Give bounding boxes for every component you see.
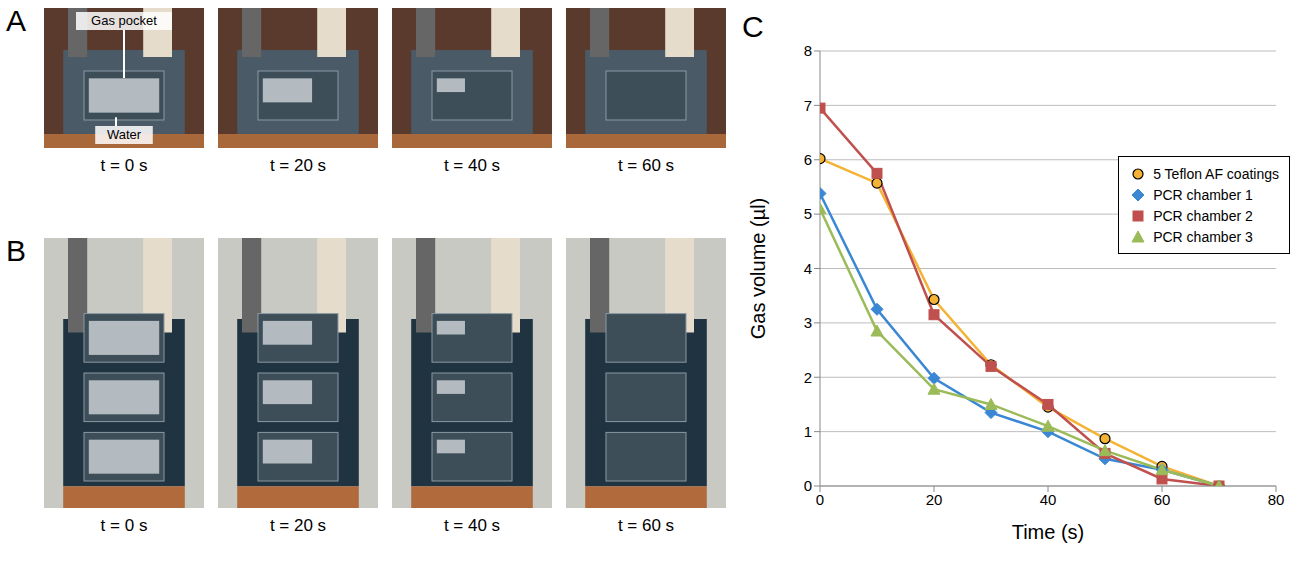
html-text:t = 40 s: t = 40 s <box>443 156 501 175</box>
html-text:5 Teflon AF coatings: 5 Teflon AF coatings <box>1153 165 1279 182</box>
html-text:t = 0 s: t = 0 s <box>100 516 148 535</box>
svg-text:7: 7 <box>804 97 812 114</box>
html-text:PCR chamber 3: PCR chamber 3 <box>1153 228 1253 245</box>
svg-text:5: 5 <box>804 205 812 222</box>
html-text:B: B <box>6 234 26 267</box>
svg-text:0: 0 <box>816 491 824 508</box>
svg-text:60: 60 <box>1154 491 1171 508</box>
html-text:t = 40 s: t = 40 s <box>443 516 501 535</box>
svg-text:6: 6 <box>804 151 812 168</box>
svg-text:Time (s): Time (s) <box>1012 521 1085 543</box>
svg-text:40: 40 <box>1040 491 1057 508</box>
svg-text:Water: Water <box>107 127 142 142</box>
svg-text:Gas volume (µl): Gas volume (µl) <box>747 198 769 340</box>
html-text:C: C <box>742 10 764 43</box>
svg-text:2: 2 <box>804 369 812 386</box>
svg-text:1: 1 <box>804 423 812 440</box>
svg-text:4: 4 <box>804 260 812 277</box>
html-text:t = 20 s: t = 20 s <box>269 516 327 535</box>
svg-text:80: 80 <box>1268 491 1285 508</box>
html-text:A: A <box>6 4 26 37</box>
html-text:PCR chamber 2: PCR chamber 2 <box>1153 207 1253 224</box>
svg-text:3: 3 <box>804 314 812 331</box>
svg-text:Gas pocket: Gas pocket <box>91 13 157 28</box>
html-text:t = 20 s: t = 20 s <box>269 156 327 175</box>
html-text:PCR chamber 1: PCR chamber 1 <box>1153 186 1253 203</box>
svg-text:8: 8 <box>804 42 812 59</box>
svg-text:0: 0 <box>804 477 812 494</box>
html-text:t = 60 s: t = 60 s <box>617 516 675 535</box>
html-text:t = 60 s: t = 60 s <box>617 156 675 175</box>
svg-text:20: 20 <box>926 491 943 508</box>
html-text:t = 0 s: t = 0 s <box>100 156 148 175</box>
